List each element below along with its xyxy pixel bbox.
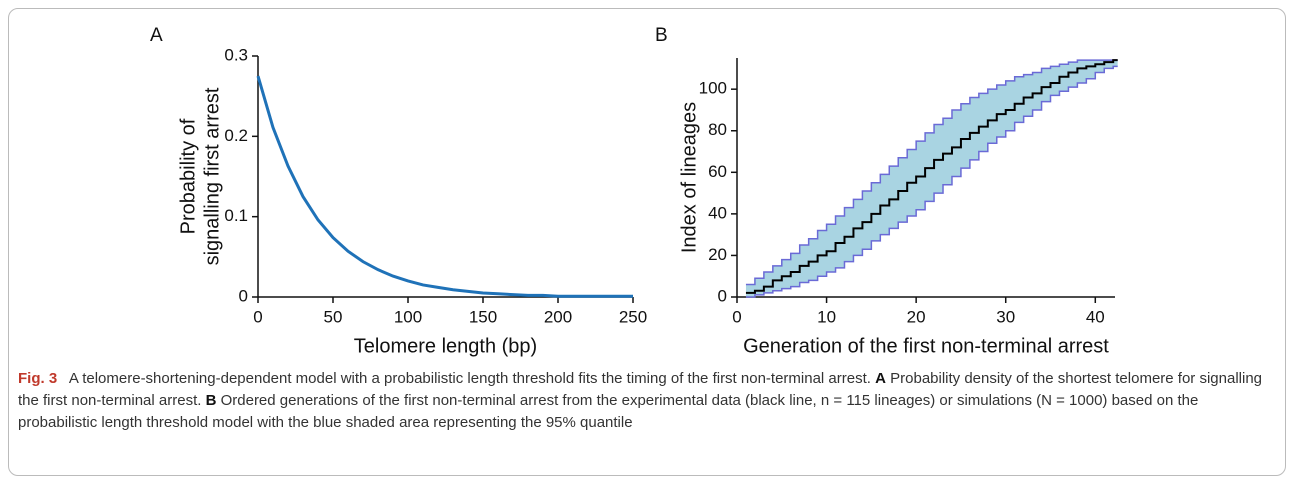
x-tick-label: 10: [817, 307, 836, 326]
x-tick-label: 0: [732, 307, 741, 326]
caption-label: Fig. 3: [18, 370, 58, 387]
quantile-band: [745, 60, 1118, 297]
x-tick-label: 40: [1086, 307, 1105, 326]
y-tick-label: 0.1: [224, 206, 248, 225]
y-tick-label: 20: [708, 245, 727, 264]
y-axis-label: Index of lineages: [678, 102, 700, 253]
figure-frame: [8, 8, 1286, 476]
x-tick-label: 30: [996, 307, 1015, 326]
x-tick-label: 20: [907, 307, 926, 326]
y-axis-label: Probability of: [177, 118, 199, 234]
caption-text: A telomere-shortening-dependent model wi…: [68, 370, 871, 387]
caption-panel-ref: A: [875, 370, 886, 387]
median-line: [745, 59, 1118, 294]
x-tick-label: 100: [394, 307, 422, 326]
y-tick-label: 0: [718, 286, 727, 305]
caption-text: Ordered generations of the first non-ter…: [18, 392, 1199, 431]
y-tick-label: 60: [708, 162, 727, 181]
caption: Fig. 3 A telomere-shortening-dependent m…: [18, 368, 1280, 434]
curve: [256, 75, 633, 298]
x-tick-label: 150: [469, 307, 497, 326]
quantile-line: [745, 59, 1118, 286]
y-tick-label: 0.3: [224, 45, 248, 64]
quantile-line: [745, 65, 1118, 298]
x-tick-label: 0: [253, 307, 262, 326]
y-tick-label: 80: [708, 120, 727, 139]
x-tick-label: 200: [544, 307, 572, 326]
y-tick-label: 100: [699, 79, 727, 98]
x-tick-label: 50: [324, 307, 343, 326]
y-tick-label: 0: [239, 286, 248, 305]
panel-label: A: [150, 25, 163, 46]
y-axis-label: signalling first arrest: [201, 87, 223, 265]
x-tick-label: 250: [619, 307, 647, 326]
panel-label: B: [655, 25, 668, 46]
caption-text: Probability density of the shortest telo…: [18, 370, 1262, 409]
y-tick-label: 40: [708, 203, 727, 222]
x-axis-label: Telomere length (bp): [354, 335, 537, 357]
caption-panel-ref: B: [205, 392, 217, 409]
x-axis-label: Generation of the first non-terminal arr…: [743, 335, 1109, 357]
y-tick-label: 0.2: [224, 126, 248, 145]
